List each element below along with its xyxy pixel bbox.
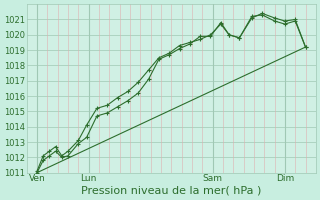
X-axis label: Pression niveau de la mer( hPa ): Pression niveau de la mer( hPa ) (81, 186, 261, 196)
